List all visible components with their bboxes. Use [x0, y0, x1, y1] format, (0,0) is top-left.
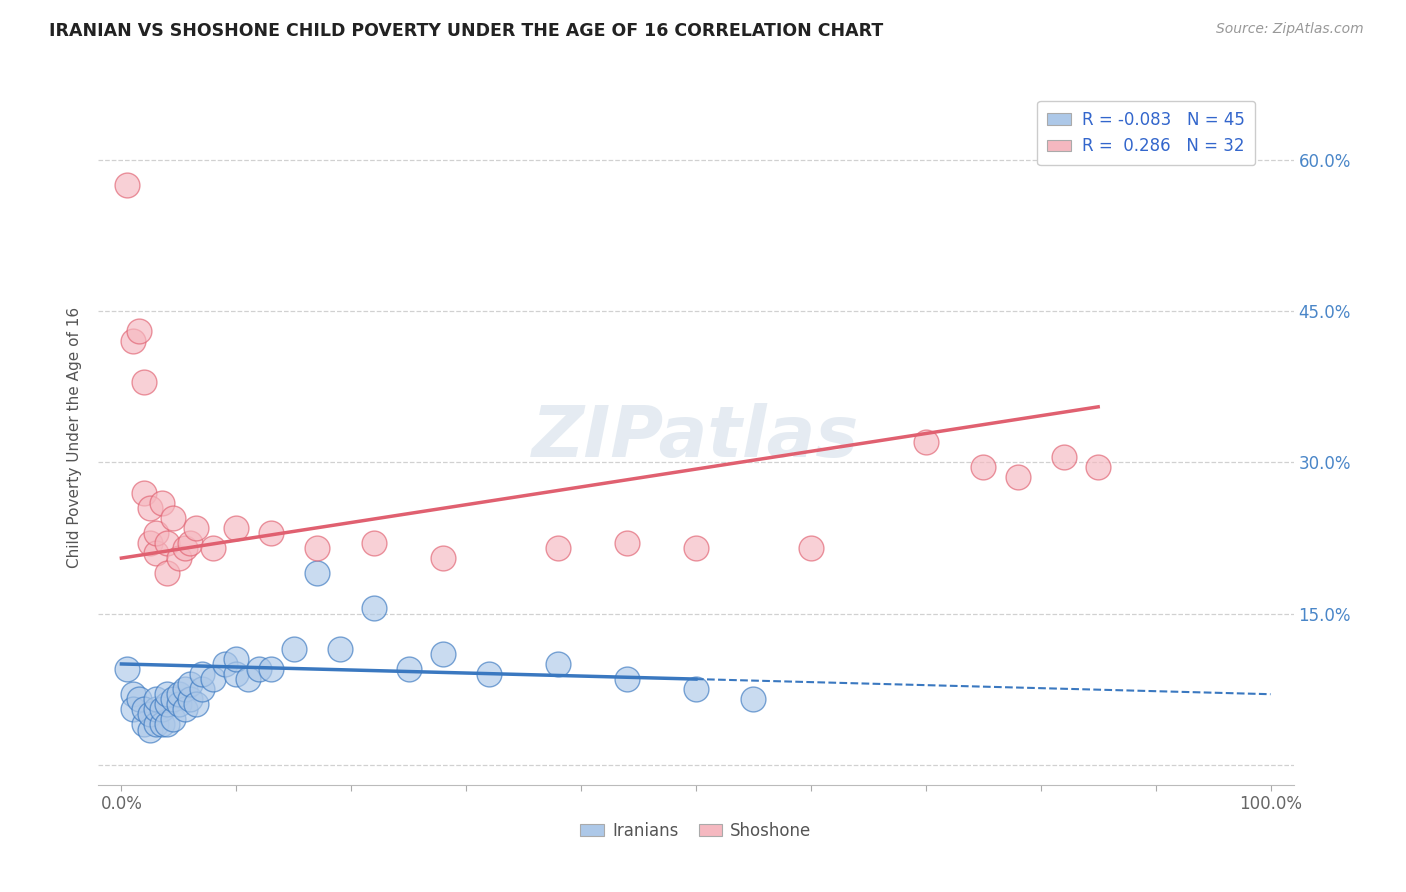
Point	[115, 662, 138, 676]
Point	[179, 677, 201, 691]
Point	[214, 657, 236, 671]
Point	[162, 713, 184, 727]
Point	[122, 334, 145, 349]
Point	[191, 682, 214, 697]
Point	[145, 717, 167, 731]
Text: IRANIAN VS SHOSHONE CHILD POVERTY UNDER THE AGE OF 16 CORRELATION CHART: IRANIAN VS SHOSHONE CHILD POVERTY UNDER …	[49, 22, 883, 40]
Point	[145, 546, 167, 560]
Point	[432, 647, 454, 661]
Point	[1053, 450, 1076, 465]
Text: Source: ZipAtlas.com: Source: ZipAtlas.com	[1216, 22, 1364, 37]
Point	[1007, 470, 1029, 484]
Point	[225, 521, 247, 535]
Point	[145, 702, 167, 716]
Point	[134, 485, 156, 500]
Text: ZIPatlas: ZIPatlas	[533, 402, 859, 472]
Point	[145, 525, 167, 540]
Point	[800, 541, 823, 555]
Point	[202, 541, 225, 555]
Point	[260, 525, 283, 540]
Point	[150, 495, 173, 509]
Point	[156, 717, 179, 731]
Point	[173, 682, 195, 697]
Point	[305, 566, 328, 581]
Point	[225, 652, 247, 666]
Point	[173, 702, 195, 716]
Point	[167, 687, 190, 701]
Point	[162, 692, 184, 706]
Point	[134, 717, 156, 731]
Point	[156, 687, 179, 701]
Point	[363, 601, 385, 615]
Point	[162, 510, 184, 524]
Y-axis label: Child Poverty Under the Age of 16: Child Poverty Under the Age of 16	[67, 307, 83, 567]
Point	[134, 375, 156, 389]
Point	[547, 657, 569, 671]
Point	[202, 672, 225, 686]
Point	[134, 702, 156, 716]
Point	[914, 435, 936, 450]
Point	[115, 178, 138, 192]
Point	[156, 536, 179, 550]
Point	[179, 536, 201, 550]
Point	[167, 698, 190, 712]
Point	[179, 692, 201, 706]
Point	[173, 541, 195, 555]
Point	[122, 687, 145, 701]
Point	[191, 667, 214, 681]
Point	[616, 672, 638, 686]
Point	[247, 662, 270, 676]
Point	[225, 667, 247, 681]
Point	[972, 460, 994, 475]
Point	[363, 536, 385, 550]
Point	[478, 667, 501, 681]
Point	[236, 672, 259, 686]
Point	[685, 541, 707, 555]
Point	[167, 551, 190, 566]
Point	[139, 500, 162, 515]
Point	[184, 698, 207, 712]
Point	[1087, 460, 1109, 475]
Point	[260, 662, 283, 676]
Point	[128, 324, 150, 338]
Legend: Iranians, Shoshone: Iranians, Shoshone	[574, 815, 818, 847]
Point	[685, 682, 707, 697]
Point	[139, 707, 162, 722]
Point	[128, 692, 150, 706]
Point	[616, 536, 638, 550]
Point	[398, 662, 420, 676]
Point	[156, 566, 179, 581]
Point	[742, 692, 765, 706]
Point	[283, 641, 305, 656]
Point	[184, 521, 207, 535]
Point	[150, 717, 173, 731]
Point	[547, 541, 569, 555]
Point	[139, 723, 162, 737]
Point	[329, 641, 352, 656]
Point	[432, 551, 454, 566]
Point	[122, 702, 145, 716]
Point	[156, 698, 179, 712]
Point	[139, 536, 162, 550]
Point	[150, 702, 173, 716]
Point	[305, 541, 328, 555]
Point	[145, 692, 167, 706]
